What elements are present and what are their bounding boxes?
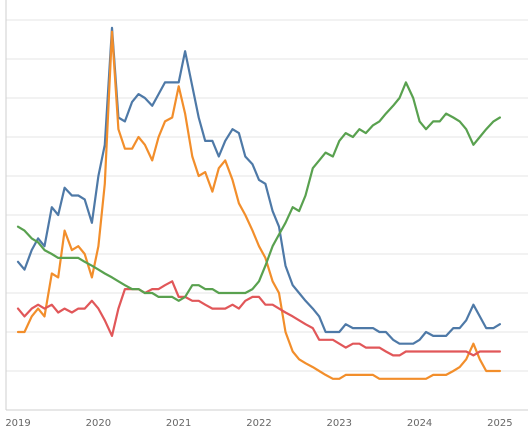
series-line-1 <box>16 26 501 345</box>
series-line-4 <box>16 81 501 302</box>
x-tick-labels: 2019 2020 2021 2022 2023 2024 2025 <box>5 418 512 429</box>
series-lines <box>16 26 501 380</box>
x-tick-label: 2023 <box>327 418 352 429</box>
x-tick-label: 2020 <box>86 418 111 429</box>
x-tick-label: 2022 <box>246 418 271 429</box>
axes <box>5 0 528 411</box>
series-line-3 <box>16 280 501 357</box>
series-line-2 <box>16 30 501 380</box>
x-tick-label: 2021 <box>166 418 191 429</box>
x-tick-label: 2024 <box>407 418 432 429</box>
x-tick-label: 2025 <box>487 418 512 429</box>
x-tick-label: 2019 <box>5 418 30 429</box>
